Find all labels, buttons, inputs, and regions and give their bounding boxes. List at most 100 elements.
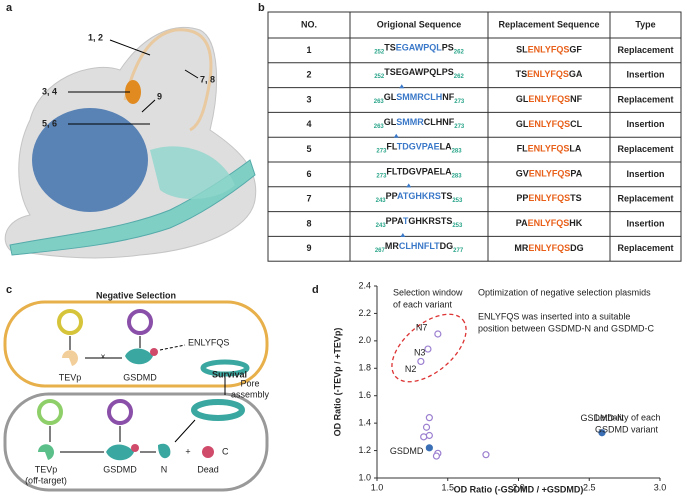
point xyxy=(598,429,606,437)
type: Replacement xyxy=(617,94,673,104)
domain-n xyxy=(32,108,148,212)
annotation: of each variant xyxy=(393,299,453,309)
sequence-part: DG xyxy=(570,243,584,253)
residue-start: 273 xyxy=(376,173,387,179)
residue-end: 262 xyxy=(454,49,465,55)
sequence-part: GV xyxy=(516,169,529,179)
label: + xyxy=(185,446,190,456)
y-tick-label: 2.2 xyxy=(358,308,371,318)
sequence: 243PPATGHKRSTS253 xyxy=(376,216,463,228)
panel-label: a xyxy=(6,2,13,14)
x-tick-label: 3.0 xyxy=(654,482,667,492)
residue-end: 273 xyxy=(454,99,465,105)
row-number: 4 xyxy=(306,119,311,129)
pore xyxy=(200,359,250,377)
residue-start: 267 xyxy=(375,247,386,253)
sequence-part: SMMR xyxy=(396,117,424,127)
point xyxy=(417,357,425,366)
point xyxy=(425,431,433,440)
gsdmd xyxy=(106,444,134,461)
annotation: Optimization of negative selection plasm… xyxy=(478,287,651,297)
sequence-part: ENLYFQS xyxy=(528,45,570,55)
sequence: SLENLYFQSGF xyxy=(516,45,582,55)
residue-end: 253 xyxy=(452,198,463,204)
point-label: N2 xyxy=(405,364,417,374)
tevp xyxy=(62,350,78,366)
gsdmd-c xyxy=(150,348,158,356)
sequence-part: SL xyxy=(516,45,528,55)
insert-arrow xyxy=(399,84,405,89)
panel-label: d xyxy=(312,284,319,296)
residue-start: 243 xyxy=(376,198,387,204)
label: (off-target) xyxy=(25,475,67,485)
y-tick-label: 1.2 xyxy=(358,445,371,455)
site-label: 5, 6 xyxy=(42,118,57,128)
blocked: × xyxy=(100,351,105,361)
row-number: 7 xyxy=(306,194,311,204)
sequence-part: GF xyxy=(569,45,582,55)
annotation: ENLYFQS was inserted into a suitable xyxy=(478,311,630,321)
sequence-part: GVPAELA xyxy=(409,167,452,177)
sequence-part: PA xyxy=(516,218,528,228)
sequence-part: NF xyxy=(442,92,454,102)
sequence: 252TSEGAWPQLPS262 xyxy=(374,68,464,80)
sequence-part: MR xyxy=(514,243,528,253)
site-label: 3, 4 xyxy=(42,86,57,96)
sequence: PPENLYFQSTS xyxy=(516,194,581,204)
type: Insertion xyxy=(626,70,664,80)
sequence: 252TSEGAWPQLPS262 xyxy=(374,43,464,55)
tevp xyxy=(38,444,54,460)
table-header: Replacement Sequence xyxy=(498,19,599,29)
label: TEVp xyxy=(59,372,82,382)
sequence: 273FLTDGVPAELA283 xyxy=(376,167,462,179)
insert-arrow xyxy=(406,183,412,188)
residue-end: 273 xyxy=(454,123,465,129)
panel-label: c xyxy=(6,284,12,296)
label: C xyxy=(222,446,229,456)
y-tick-label: 2.0 xyxy=(358,335,371,345)
sequence-part: MR xyxy=(385,241,399,251)
sequence-part: ENLYFQS xyxy=(528,218,570,228)
row-number: 2 xyxy=(306,70,311,80)
sequence: 263GLSMMRCLHNF273 xyxy=(374,92,465,104)
y-tick-label: 1.4 xyxy=(358,418,371,428)
sequence-part: PPA xyxy=(386,216,404,226)
label: GSDMD xyxy=(123,372,157,382)
x-axis-title: OD Ratio (-GSDMD / +GSDMD) xyxy=(454,484,584,494)
pointer xyxy=(109,39,151,56)
y-tick-label: 1.8 xyxy=(358,363,371,373)
sequence-part: TS xyxy=(570,194,582,204)
point xyxy=(424,345,432,353)
label: N xyxy=(161,464,168,474)
diagram-title: Negative Selection xyxy=(96,290,176,300)
sequence-part: ENLYFQS xyxy=(528,119,570,129)
label: GSDMD xyxy=(103,464,137,474)
insert-arrow xyxy=(400,233,406,237)
annotation: position between GSDMD-N and GSDMD-C xyxy=(478,323,655,333)
label: assembly xyxy=(231,389,270,399)
sequence-part: TSE xyxy=(384,68,402,78)
domain-c xyxy=(150,146,235,200)
row-number: 3 xyxy=(306,94,311,104)
protein-structure: 1, 2 3, 4 9 7, 8 5, 6 xyxy=(4,26,257,259)
point xyxy=(482,451,490,459)
type: Replacement xyxy=(617,194,673,204)
table-header: Origional Sequence xyxy=(377,19,462,29)
residue-end: 253 xyxy=(452,223,463,229)
pointer xyxy=(141,99,156,113)
sequence-part: GHKRSTS xyxy=(408,216,452,226)
point xyxy=(420,433,428,441)
panel-label: b xyxy=(258,2,265,14)
sequence-part: EGAWPQL xyxy=(396,43,443,53)
sequence-part: ENLYFQS xyxy=(528,243,570,253)
type: Insertion xyxy=(626,218,664,228)
arrow xyxy=(174,419,196,443)
y-tick-label: 1.6 xyxy=(358,390,371,400)
residue-start: 243 xyxy=(376,223,387,229)
selection-window xyxy=(391,313,467,383)
label: Survival xyxy=(212,369,247,379)
annotation: Selection window xyxy=(393,287,463,297)
sequence-part: HK xyxy=(569,218,582,228)
row-number: 9 xyxy=(306,243,311,253)
sequence: 267MRCLHNFLTDG277 xyxy=(375,241,464,253)
